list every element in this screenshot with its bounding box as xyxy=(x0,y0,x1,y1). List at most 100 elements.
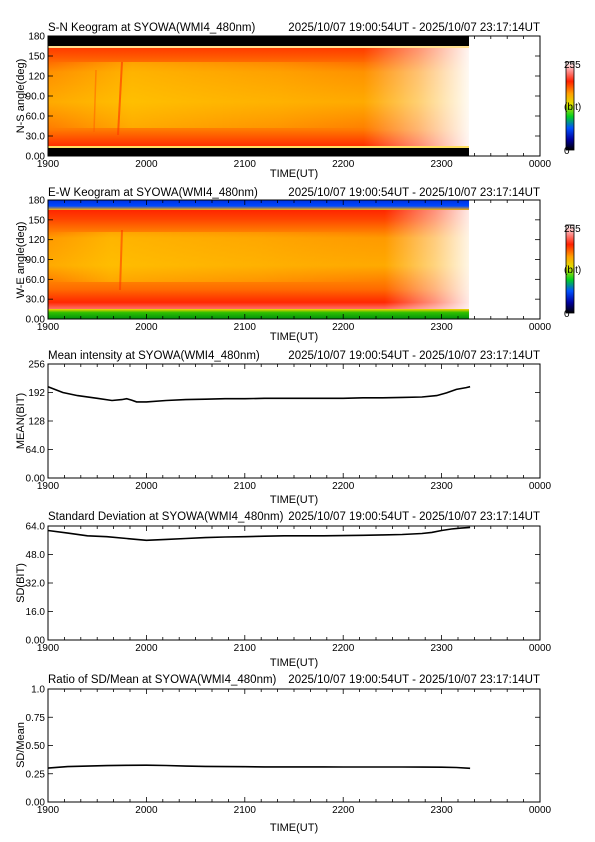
ew-ytick-label: 120 xyxy=(28,235,45,246)
ew-title: E-W Keogram at SYOWA(WMI4_480nm) xyxy=(48,187,258,199)
sn-xtick-label: 2200 xyxy=(332,159,355,170)
sn-image xyxy=(48,36,469,156)
ratio-ytick-label: 0.00 xyxy=(26,798,46,809)
sd-ticks: 1900 2000 2100 2200 2300 0000 0.00 16.0 32.0 48.0… xyxy=(26,522,552,655)
ew-colorbar-min: 0 xyxy=(564,309,570,320)
sn-ytick-label: 180 xyxy=(28,32,45,43)
ratio-ticks: 1900 2000 2100 2200 2300 0000 0.00 0.25 0.50 0.75… xyxy=(26,685,552,817)
mean-xlabel: TIME(UT) xyxy=(270,494,318,506)
ew-ytick-label: 180 xyxy=(28,196,45,207)
sd-xlabel: TIME(UT) xyxy=(270,657,318,669)
ew-ytick-label: 0.00 xyxy=(26,315,46,326)
sn-ytick-label: 60.0 xyxy=(26,112,46,123)
ew-xtick-label: 2000 xyxy=(135,322,158,333)
sn-xtick-label: 1900 xyxy=(37,159,60,170)
mean-ytick-label: 192 xyxy=(28,388,45,399)
ratio-time-range: 2025/10/07 19:00:54UT - 2025/10/07 23:17… xyxy=(288,674,540,686)
mean-panel: Mean intensity at SYOWA(WMI4_480nm) 2025… xyxy=(15,350,552,506)
mean-xtick-label: 2100 xyxy=(234,481,257,492)
sd-ytick-label: 0.00 xyxy=(26,636,46,647)
ew-xtick-label: 2100 xyxy=(234,322,257,333)
sn-colorbar-scale xyxy=(565,61,575,151)
mean-ytick-label: 256 xyxy=(28,360,45,371)
ratio-ylabel: SD/Mean xyxy=(15,722,27,768)
ew-image-top-band xyxy=(48,200,469,210)
ew-ytick-label: 90.0 xyxy=(26,255,46,266)
sd-xtick-label: 1900 xyxy=(37,643,60,654)
ew-colorbar-max: 255 xyxy=(564,224,581,235)
ratio-ytick-label: 0.75 xyxy=(26,713,46,724)
ew-ytick-label: 30.0 xyxy=(26,295,46,306)
ratio-ytick-label: 0.25 xyxy=(26,769,46,780)
ratio-xtick-label: 0000 xyxy=(529,805,552,816)
sd-xtick-label: 2200 xyxy=(332,643,355,654)
sn-ticks: 1900 2000 2100 2200 2300 0000 0.00 30.0 60.0 90.0… xyxy=(26,32,552,171)
ew-xtick-label: 0000 xyxy=(529,322,552,333)
sn-ytick-label: 30.0 xyxy=(26,132,46,143)
ew-ticks: 1900 2000 2100 2200 2300 0000 0.00 30.0 60.0 90.0… xyxy=(26,196,552,334)
mean-xtick-label: 1900 xyxy=(37,481,60,492)
ew-keogram-panel: E-W Keogram at SYOWA(WMI4_480nm) 2025/10… xyxy=(15,187,581,343)
ew-ylabel: W-E angle(deg) xyxy=(15,222,27,299)
mean-xtick-label: 2000 xyxy=(135,481,158,492)
sn-ytick-label: 90.0 xyxy=(26,92,46,103)
mean-ytick-label: 0.00 xyxy=(26,474,46,485)
sn-xtick-label: 2000 xyxy=(135,159,158,170)
sd-ytick-label: 48.0 xyxy=(26,550,46,561)
ratio-xlabel: TIME(UT) xyxy=(270,822,318,834)
sn-ytick-label: 150 xyxy=(28,52,45,63)
ew-xlabel: TIME(UT) xyxy=(270,331,318,343)
mean-xtick-label: 2300 xyxy=(430,481,453,492)
ratio-xtick-label: 2100 xyxy=(234,805,257,816)
ratio-title: Ratio of SD/Mean at SYOWA(WMI4_480nm) xyxy=(48,674,277,686)
ew-xtick-label: 1900 xyxy=(37,322,60,333)
sd-title: Standard Deviation at SYOWA(WMI4_480nm) xyxy=(48,511,284,523)
mean-series-line xyxy=(47,385,471,403)
sn-time-range: 2025/10/07 19:00:54UT - 2025/10/07 23:17… xyxy=(288,22,540,34)
ew-image-streak xyxy=(119,229,123,291)
sd-ytick-label: 64.0 xyxy=(26,522,46,533)
ew-ytick-label: 60.0 xyxy=(26,275,46,286)
sn-ytick-label: 120 xyxy=(28,72,45,83)
sd-panel: Standard Deviation at SYOWA(WMI4_480nm) … xyxy=(15,511,552,669)
ew-colorbar-unit: (bit) xyxy=(564,265,581,276)
ratio-xtick-label: 2000 xyxy=(135,805,158,816)
ratio-xtick-label: 2300 xyxy=(430,805,453,816)
sn-title: S-N Keogram at SYOWA(WMI4_480nm) xyxy=(48,22,255,34)
ratio-panel: Ratio of SD/Mean at SYOWA(WMI4_480nm) 20… xyxy=(15,674,552,834)
sn-ylabel: N-S angle(deg) xyxy=(15,59,27,134)
mean-xtick-label: 0000 xyxy=(529,481,552,492)
sd-xtick-label: 2000 xyxy=(135,643,158,654)
ratio-ytick-label: 0.50 xyxy=(26,741,46,752)
sn-image-streak xyxy=(117,61,123,136)
sn-colorbar: 255 (bit) 0 xyxy=(564,60,581,157)
ew-time-range: 2025/10/07 19:00:54UT - 2025/10/07 23:17… xyxy=(288,187,540,199)
sd-frame xyxy=(47,525,541,641)
ratio-xtick-label: 2200 xyxy=(332,805,355,816)
ratio-series-line xyxy=(47,764,471,770)
mean-xtick-label: 2200 xyxy=(332,481,355,492)
ew-xtick-label: 2300 xyxy=(430,322,453,333)
sn-xlabel: TIME(UT) xyxy=(270,168,318,180)
ew-colorbar: 255 (bit) 0 xyxy=(564,224,581,320)
mean-ylabel: MEAN(BIT) xyxy=(15,393,27,449)
sn-colorbar-max: 255 xyxy=(564,60,581,71)
sd-series-line xyxy=(47,526,471,542)
mean-title: Mean intensity at SYOWA(WMI4_480nm) xyxy=(48,350,260,362)
sd-xtick-label: 0000 xyxy=(529,643,552,654)
ew-image xyxy=(48,200,469,319)
sn-image-fade xyxy=(48,48,469,146)
ew-image-fade xyxy=(48,210,469,309)
sn-ytick-label: 0.00 xyxy=(26,152,46,163)
sn-xtick-label: 2300 xyxy=(430,159,453,170)
ratio-ytick-label: 1.0 xyxy=(31,685,45,696)
sn-xtick-label: 2100 xyxy=(234,159,257,170)
sn-image-top-band xyxy=(48,36,469,47)
mean-frame xyxy=(47,363,541,479)
ew-xtick-label: 2200 xyxy=(332,322,355,333)
sn-image-top-edge xyxy=(48,46,469,48)
sd-xtick-label: 2100 xyxy=(234,643,257,654)
sd-time-range: 2025/10/07 19:00:54UT - 2025/10/07 23:17… xyxy=(288,511,540,523)
mean-ticks: 1900 2000 2100 2200 2300 0000 0.00 64.0 128 192 25… xyxy=(26,360,552,493)
